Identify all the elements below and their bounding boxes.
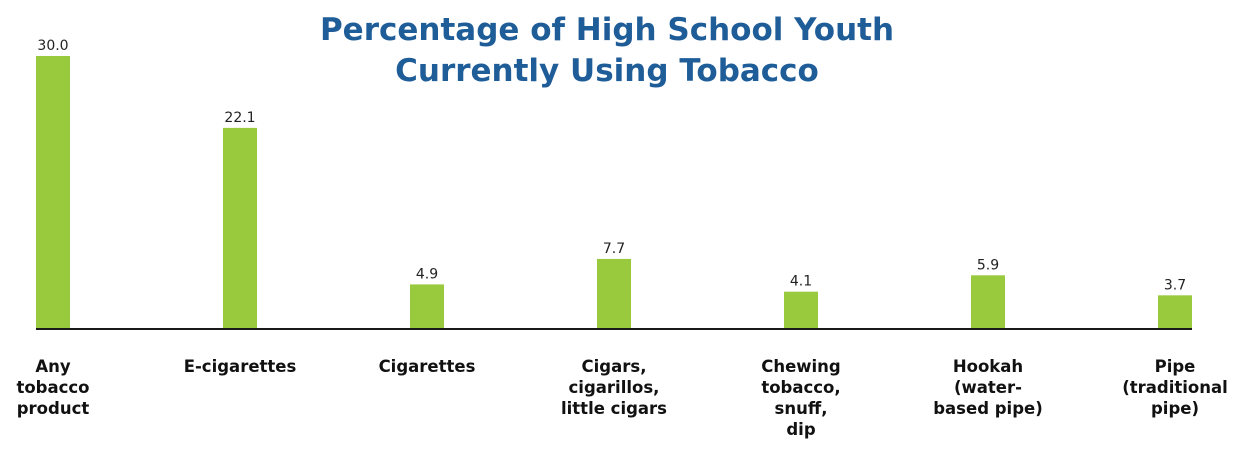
category-label: Chewing tobacco, snuff, dip <box>761 357 841 439</box>
value-label: 22.1 <box>224 110 255 126</box>
category-label-line: (water- <box>954 378 1022 397</box>
category-label-line: tobacco <box>16 378 89 397</box>
category-label-line: Cigars, <box>582 357 647 376</box>
value-labels-group: 30.0 22.1 4.9 7.7 4.1 5.9 3.7 <box>37 38 1186 293</box>
value-label: 30.0 <box>37 38 68 54</box>
category-label-line: Any <box>35 357 71 376</box>
category-label-line: tobacco, <box>761 378 840 397</box>
bar <box>597 258 631 329</box>
category-label-line: pipe) <box>1151 399 1199 418</box>
bar <box>223 127 257 329</box>
bar <box>36 56 70 329</box>
bar <box>784 291 818 329</box>
category-labels-group: Any tobacco product E-cigarettes Cigarettes C… <box>16 357 1227 439</box>
category-label-line: cigarillos, <box>569 378 660 397</box>
category-label-line: product <box>17 399 90 418</box>
category-label-line: based pipe) <box>933 399 1043 418</box>
bars-group <box>36 56 1192 329</box>
category-label-line: Pipe <box>1155 357 1196 376</box>
chart-title: Percentage of High School Youth Currently… <box>320 12 894 89</box>
category-label-line: snuff, <box>775 399 828 418</box>
category-label-line: Chewing <box>761 357 841 376</box>
category-label-line: (traditional <box>1122 378 1228 397</box>
category-label: E-cigarettes <box>184 357 297 376</box>
category-label: Pipe (traditional pipe) <box>1122 357 1228 418</box>
category-label: Any tobacco product <box>16 357 89 418</box>
bar <box>971 275 1005 329</box>
value-label: 3.7 <box>1164 277 1186 293</box>
category-label-line: Cigarettes <box>379 357 476 376</box>
category-label-line: E-cigarettes <box>184 357 297 376</box>
category-label-line: dip <box>786 420 815 439</box>
chart-title-line: Currently Using Tobacco <box>395 53 819 89</box>
category-label: Cigars, cigarillos, little cigars <box>561 357 667 418</box>
chart-title-line: Percentage of High School Youth <box>320 12 894 48</box>
value-label: 4.1 <box>790 274 812 290</box>
category-label-line: Hookah <box>953 357 1023 376</box>
category-label-line: little cigars <box>561 399 667 418</box>
value-label: 5.9 <box>977 257 999 273</box>
category-label: Cigarettes <box>379 357 476 376</box>
value-label: 7.7 <box>603 241 625 257</box>
bar <box>1158 295 1192 329</box>
category-label: Hookah (water-based pipe) <box>933 357 1043 418</box>
bar <box>410 284 444 329</box>
value-label: 4.9 <box>416 266 438 282</box>
